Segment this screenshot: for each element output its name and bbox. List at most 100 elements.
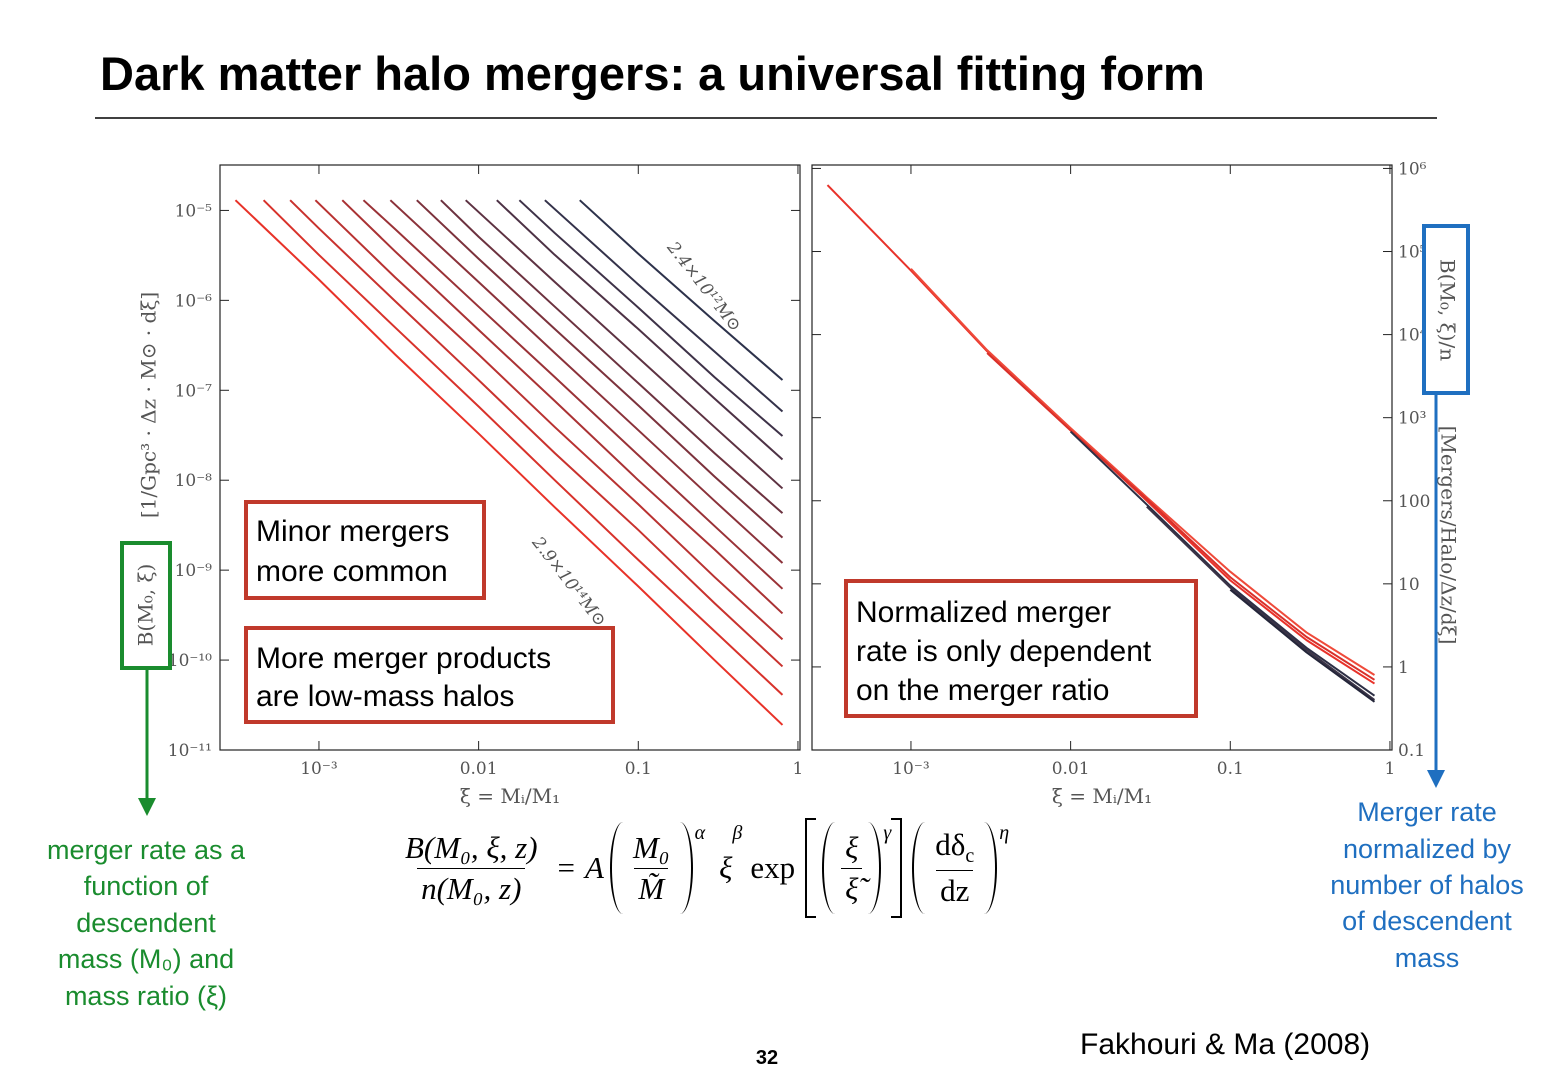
formula-part: α xyxy=(694,822,706,844)
fraction: dδc dz xyxy=(931,827,978,909)
plot-frame xyxy=(811,164,1393,751)
formula-part: dδc xyxy=(931,827,978,870)
left-note: merger rate as a function of descendent … xyxy=(47,835,246,1011)
formula-part: A xyxy=(585,850,604,885)
y-tick-label: 10⁶ xyxy=(1398,159,1427,179)
note-line: mass xyxy=(1395,943,1460,973)
x-tick-label: 10⁻³ xyxy=(300,759,337,779)
callout-box xyxy=(844,579,1198,718)
series-line xyxy=(362,199,784,590)
x-tick-label: 0.01 xyxy=(460,759,498,779)
y-tick-label: 1 xyxy=(1398,658,1409,678)
series-line xyxy=(910,268,1376,676)
note-line: Merger rate xyxy=(1357,797,1497,827)
y-tick-label: 100 xyxy=(1398,492,1430,512)
series-line xyxy=(314,199,784,641)
formula-part: n(M₀, z) xyxy=(417,867,526,907)
series-line xyxy=(579,199,784,381)
series-line xyxy=(262,199,784,696)
series-line xyxy=(440,199,784,514)
callout-box xyxy=(244,500,486,600)
formula-part: ξ̃ xyxy=(841,867,863,907)
y-tick-label: 10⁻⁷ xyxy=(175,381,213,401)
series-line xyxy=(1229,588,1376,703)
note-line: number of halos xyxy=(1330,870,1524,900)
formula-part: dδ xyxy=(935,826,966,862)
y-tick-label: 10⁻¹¹ xyxy=(168,741,212,761)
formula-part: c xyxy=(965,845,975,868)
y-tick-label: 10⁵ xyxy=(1398,243,1427,263)
formula-part: M̃ xyxy=(634,867,669,907)
x-tick-label: 10⁻³ xyxy=(892,759,929,779)
arrow-head xyxy=(138,798,156,816)
y-axis-label-boxed: B(M₀, ξ) xyxy=(134,564,158,647)
bracket xyxy=(891,818,903,918)
y-tick-label: 10⁻¹⁰ xyxy=(168,651,212,671)
paren xyxy=(609,822,623,914)
plot-frame xyxy=(219,164,801,751)
y-tick-label: 10⁻⁹ xyxy=(175,561,213,581)
paren xyxy=(680,822,693,914)
y-tick-label: 10⁻⁸ xyxy=(175,471,213,491)
x-axis-label: ξ = Mᵢ/M₁ xyxy=(1052,784,1152,808)
formula-part: dz xyxy=(936,870,974,909)
formula-part: β xyxy=(732,822,743,844)
series-line xyxy=(289,199,784,668)
callout-text: rate is only dependent xyxy=(856,635,1152,668)
formula-part: ξ xyxy=(845,829,859,865)
note-line: function of xyxy=(84,871,209,901)
x-tick-label: 0.01 xyxy=(1052,759,1090,779)
series-group xyxy=(826,184,1376,703)
series-line xyxy=(518,199,784,437)
callout-text: more common xyxy=(256,555,448,588)
x-axis-label: ξ = Mᵢ/M₁ xyxy=(460,784,560,808)
slide-title: Dark matter halo mergers: a universal fi… xyxy=(100,47,1205,100)
y-tick-label: 10⁻⁵ xyxy=(175,201,213,221)
paren xyxy=(822,822,835,914)
paren xyxy=(868,822,882,914)
note-line: normalized by xyxy=(1343,834,1512,864)
y-tick-label: 10³ xyxy=(1398,409,1426,429)
formula-part: ξ xyxy=(719,850,733,885)
formula: B(M₀, ξ, z) n(M₀, z) = A M₀ M̃ α ξ β exp ξ… xyxy=(395,818,1009,918)
fraction: B(M₀, ξ, z) n(M₀, z) xyxy=(401,830,542,907)
page-number: 32 xyxy=(756,1047,778,1069)
y-tick-label: 10 xyxy=(1398,575,1420,595)
note-line: mass (M₀) and xyxy=(58,944,234,974)
series-line xyxy=(416,199,784,539)
paren xyxy=(984,822,998,914)
y-axis-label-boxed: B(M₀, ξ)/n xyxy=(1436,259,1460,361)
formula-part: η xyxy=(999,822,1010,844)
formula-part: B(M₀, ξ, z) xyxy=(405,829,538,865)
note-line: of descendent xyxy=(1342,906,1512,936)
formula-part: γ xyxy=(883,822,892,844)
label-box xyxy=(1422,224,1470,395)
callout-text: Normalized merger xyxy=(856,596,1111,629)
bracket xyxy=(805,818,817,918)
series-line xyxy=(986,352,1376,681)
x-tick-label: 0.1 xyxy=(625,759,652,779)
series-line xyxy=(496,199,784,461)
callout-box xyxy=(244,626,615,724)
note-line: descendent xyxy=(76,908,216,938)
y-tick-label: 0.1 xyxy=(1398,741,1425,761)
callout-text: are low-mass halos xyxy=(256,680,514,713)
series-line xyxy=(544,199,784,413)
y-axis-label: [Mergers/Halo/Δz/dξ] xyxy=(1437,426,1461,645)
series-line xyxy=(234,199,784,726)
note-line: mass ratio (ξ) xyxy=(65,981,227,1011)
x-tick-label: 1 xyxy=(1385,759,1396,779)
label-box xyxy=(120,541,172,670)
y-axis-label: [1/Gpc³ · Δz · M⊙ · dξ] xyxy=(137,292,161,518)
formula-part: M₀ xyxy=(632,829,670,865)
x-tick-label: 0.1 xyxy=(1217,759,1244,779)
callout-text: on the merger ratio xyxy=(856,674,1109,707)
y-tick-label: 10⁻⁶ xyxy=(175,291,213,311)
note-line: merger rate as a xyxy=(47,835,246,865)
callout-text: Minor mergers xyxy=(256,515,449,548)
formula-part: = xyxy=(557,850,576,885)
arrow-head xyxy=(1427,770,1445,788)
series-line xyxy=(1069,430,1376,697)
